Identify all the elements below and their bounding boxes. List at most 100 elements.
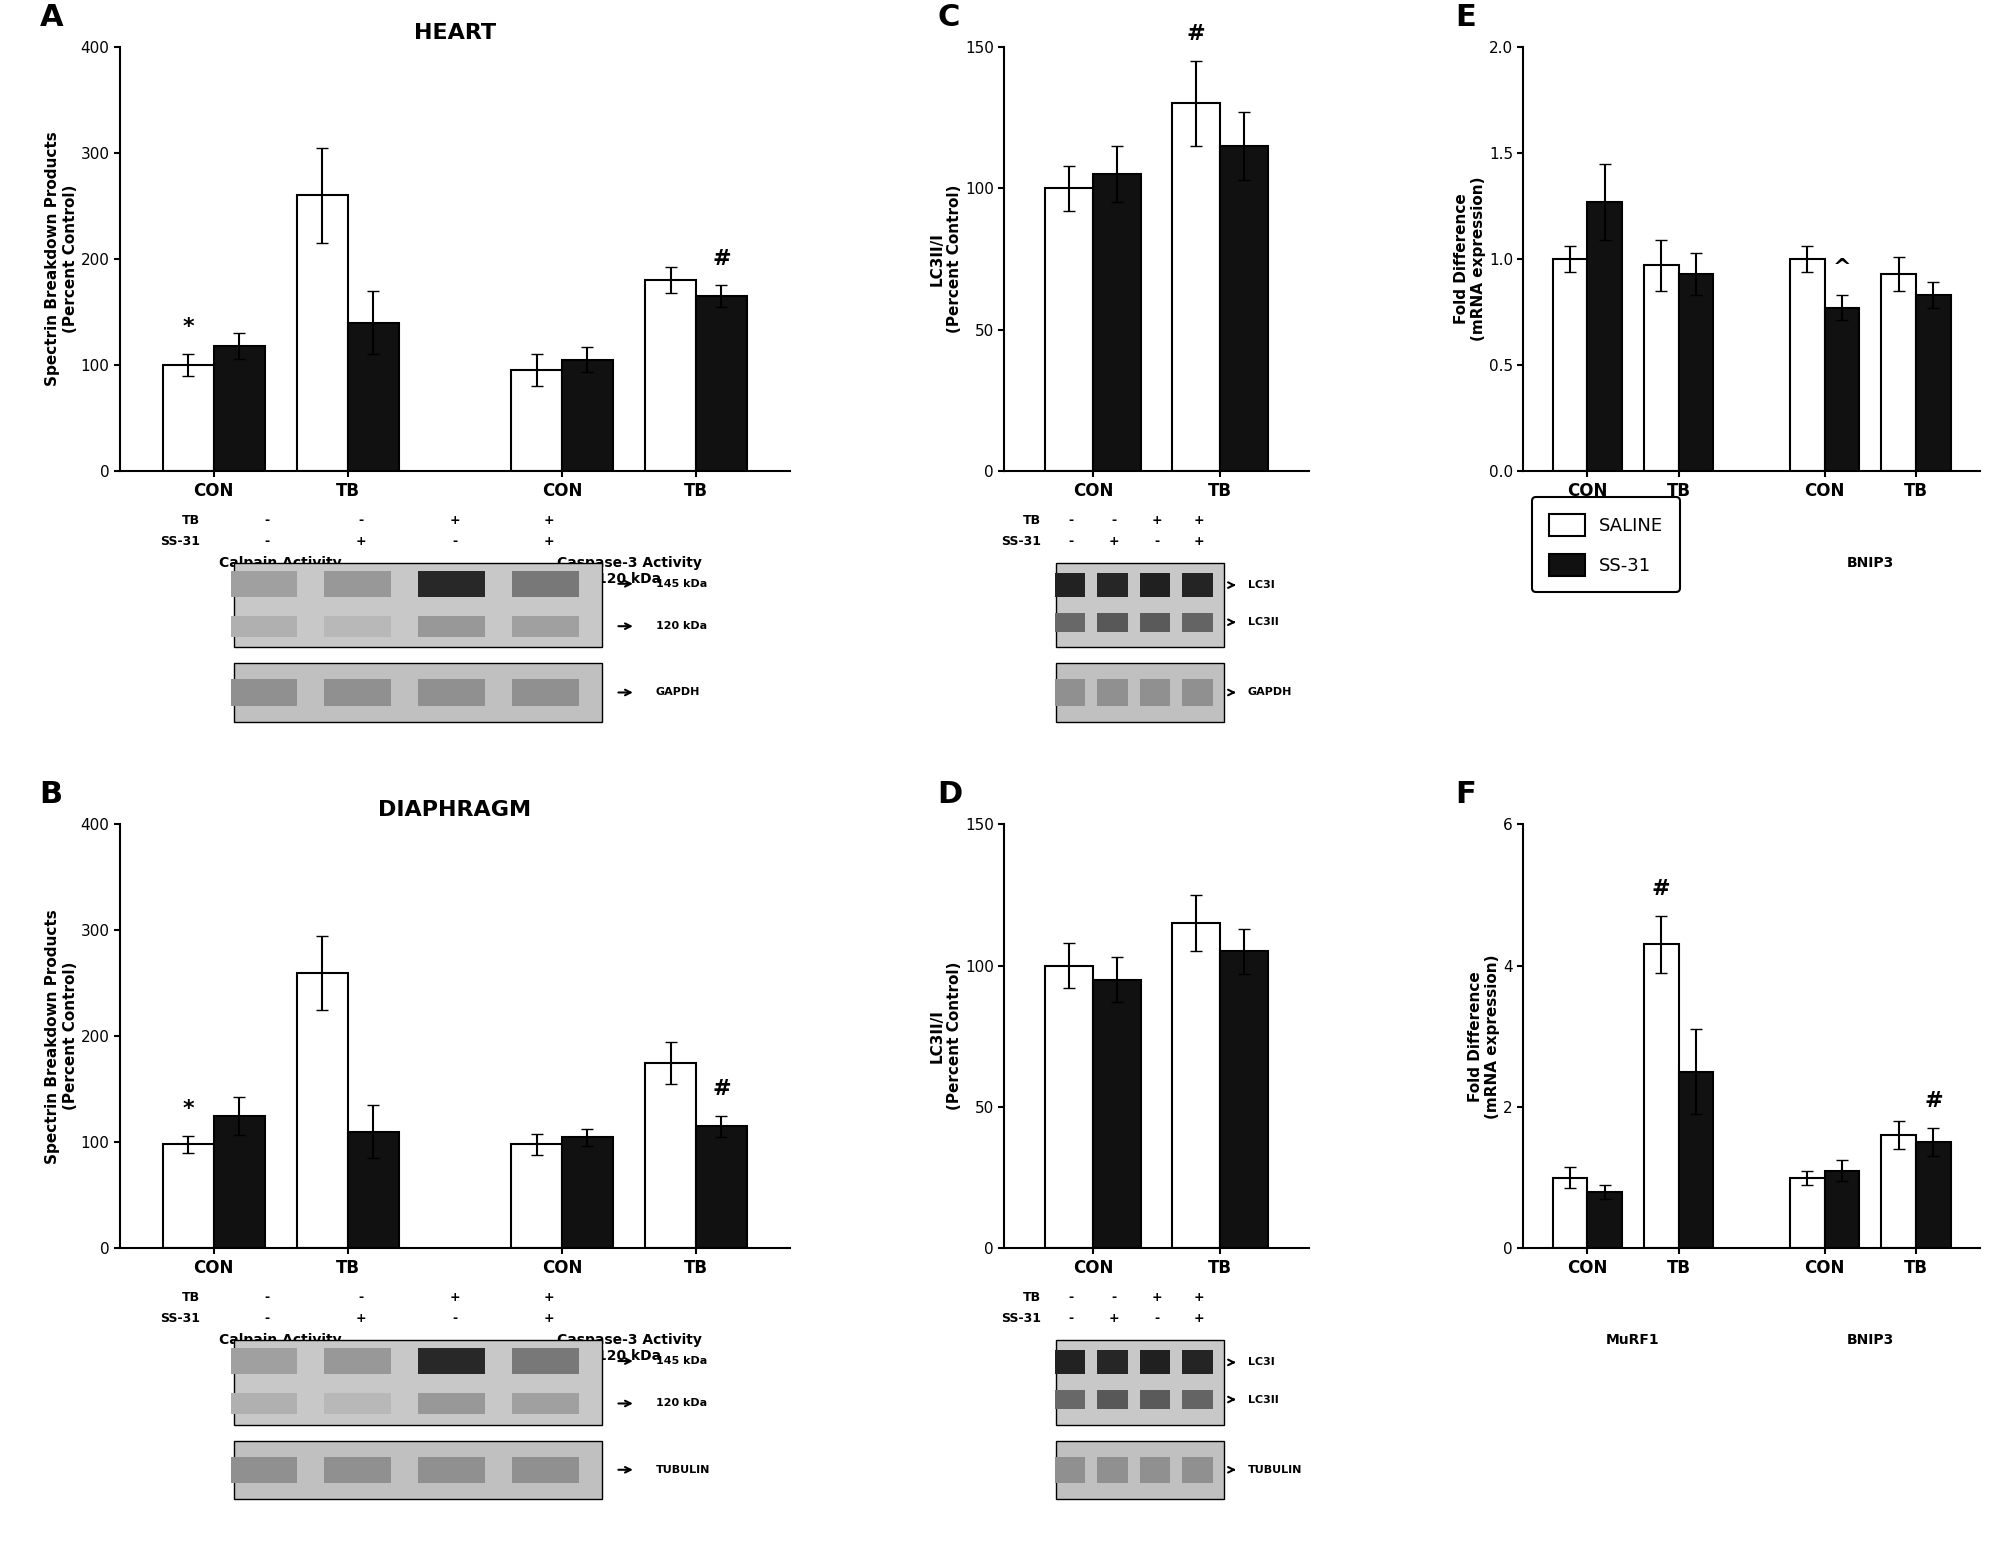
Text: #: # [712, 248, 730, 269]
Text: #: # [1652, 879, 1670, 900]
Text: E: E [1454, 3, 1476, 31]
Text: 145 kDa: 145 kDa [656, 1356, 708, 1367]
Bar [1182, 679, 1212, 706]
Y-axis label: LC3II/I
(Percent Control): LC3II/I (Percent Control) [930, 962, 962, 1111]
Bar [418, 1456, 484, 1482]
Bar [1916, 295, 1950, 472]
Text: -: - [1112, 514, 1116, 526]
Text: Calpain Activity
145 kDa: Calpain Activity 145 kDa [220, 556, 342, 586]
Bar [230, 1456, 298, 1482]
Bar [1824, 1170, 1860, 1248]
Text: +: + [1194, 1312, 1204, 1325]
Bar [234, 1440, 602, 1500]
Bar [162, 1145, 214, 1248]
Bar [234, 1340, 602, 1425]
Bar [512, 1456, 578, 1482]
Text: +: + [1108, 1312, 1120, 1325]
Text: MuRF1: MuRF1 [1606, 556, 1660, 570]
Bar [418, 570, 484, 597]
Bar [324, 679, 392, 706]
Text: SS-31: SS-31 [160, 534, 200, 548]
Bar [1140, 1390, 1170, 1409]
Bar [512, 1145, 562, 1248]
Bar [1824, 308, 1860, 472]
Y-axis label: LC3II/I
(Percent Control): LC3II/I (Percent Control) [930, 184, 962, 333]
Bar [1916, 1142, 1950, 1248]
Text: GAPDH: GAPDH [656, 687, 700, 698]
Bar [1098, 1456, 1128, 1482]
Bar [1552, 1178, 1588, 1248]
Bar [696, 1126, 746, 1248]
Text: +: + [356, 534, 366, 548]
Y-axis label: Fold Difference
(mRNA expression): Fold Difference (mRNA expression) [1454, 177, 1486, 341]
Bar [234, 664, 602, 722]
Bar [512, 1348, 578, 1375]
Bar [1882, 1136, 1916, 1248]
Text: -: - [452, 1312, 458, 1325]
Y-axis label: Spectrin Breakdown Products
(Percent Control): Spectrin Breakdown Products (Percent Con… [46, 909, 78, 1164]
Bar [296, 195, 348, 472]
Bar [1098, 612, 1128, 631]
Bar [418, 1393, 484, 1414]
Text: TB: TB [1022, 1290, 1040, 1304]
Text: SS-31: SS-31 [1000, 1312, 1040, 1325]
Bar [1182, 1456, 1212, 1482]
Text: Caspase-3 Activity
120 kDa: Caspase-3 Activity 120 kDa [556, 1334, 702, 1364]
Y-axis label: Spectrin Breakdown Products
(Percent Control): Spectrin Breakdown Products (Percent Con… [46, 131, 78, 386]
Text: #: # [712, 1079, 730, 1098]
Bar [512, 1393, 578, 1414]
Text: -: - [264, 1290, 270, 1304]
Bar [1140, 573, 1170, 597]
Bar [1588, 201, 1622, 472]
Text: -: - [358, 1290, 364, 1304]
Bar [1098, 1390, 1128, 1409]
Text: -: - [1154, 1312, 1160, 1325]
Text: TUBULIN: TUBULIN [1248, 1465, 1302, 1475]
Bar [1054, 679, 1086, 706]
Text: SS-31: SS-31 [1000, 534, 1040, 548]
Text: 145 kDa: 145 kDa [656, 580, 708, 589]
Bar [162, 366, 214, 472]
Text: -: - [1068, 1312, 1074, 1325]
Bar [1140, 1351, 1170, 1375]
Bar [1054, 1390, 1086, 1409]
Text: +: + [1194, 1290, 1204, 1304]
Text: A: A [40, 3, 64, 31]
Text: F: F [1454, 779, 1476, 809]
Text: LC3II: LC3II [1248, 617, 1278, 628]
Text: +: + [544, 1312, 554, 1325]
Bar [562, 359, 612, 472]
Text: -: - [264, 1312, 270, 1325]
Bar [1140, 612, 1170, 631]
Bar [1172, 923, 1220, 1248]
Bar [1054, 612, 1086, 631]
Bar [696, 297, 746, 472]
Text: -: - [264, 514, 270, 526]
Bar [324, 615, 392, 637]
Bar [1098, 679, 1128, 706]
Bar [1182, 612, 1212, 631]
Text: TB: TB [182, 1290, 200, 1304]
Text: Caspase-3 Activity
120 kDa: Caspase-3 Activity 120 kDa [556, 556, 702, 586]
Bar [1220, 951, 1268, 1248]
Text: #: # [1924, 1092, 1942, 1111]
Bar [230, 570, 298, 597]
Bar [1790, 1178, 1824, 1248]
Bar [1054, 1351, 1086, 1375]
Text: BNIP3: BNIP3 [1846, 1334, 1894, 1346]
Bar [1056, 562, 1224, 647]
Bar [1140, 1456, 1170, 1482]
Bar [646, 280, 696, 472]
Text: C: C [938, 3, 960, 31]
Bar [512, 370, 562, 472]
Text: BNIP3: BNIP3 [1846, 556, 1894, 570]
Text: -: - [1154, 534, 1160, 548]
Bar [512, 615, 578, 637]
Text: +: + [450, 514, 460, 526]
Bar [1094, 173, 1142, 472]
Text: +: + [1152, 514, 1162, 526]
Text: MuRF1: MuRF1 [1606, 1334, 1660, 1346]
Bar [348, 323, 398, 472]
Text: +: + [1194, 534, 1204, 548]
Bar [1678, 273, 1714, 472]
